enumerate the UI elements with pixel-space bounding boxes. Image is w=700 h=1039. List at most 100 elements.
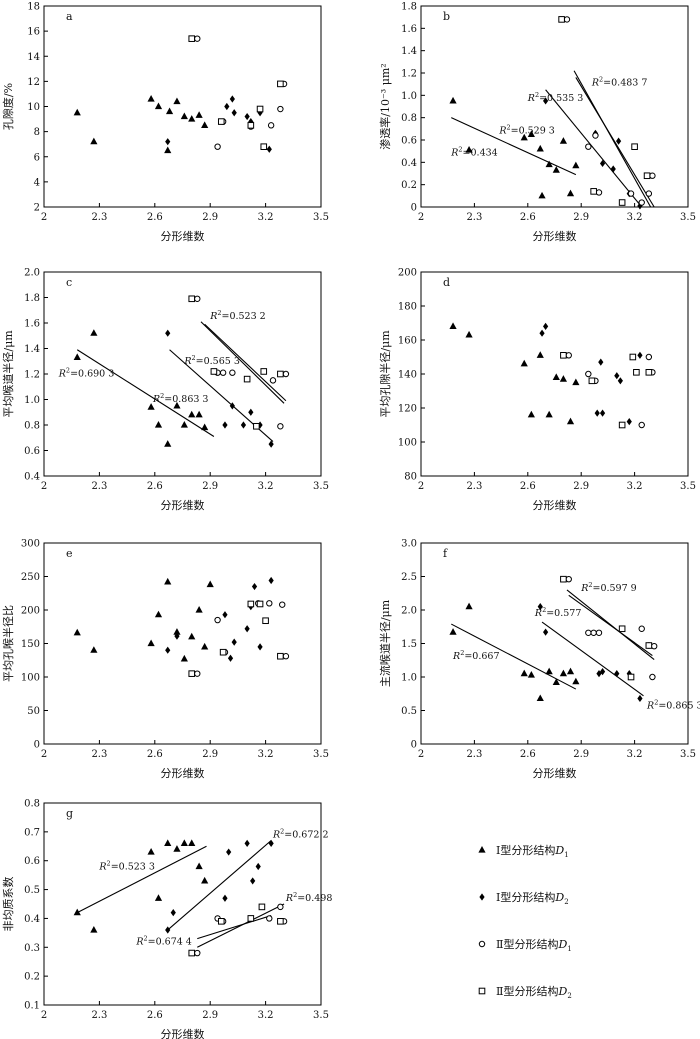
x-tick-label: 2.6 bbox=[147, 481, 163, 492]
data-point-triangle bbox=[188, 839, 196, 846]
data-point-triangle bbox=[572, 677, 580, 685]
y-axis-title: 平均喉道半径/μm bbox=[1, 330, 15, 418]
chart-panel-a: a 2 2.3 2.6 2.9 3.2 3.5 2 4 6 8 10 12 14 16 18 分形维数 孔隙度/% bbox=[1, 2, 329, 244]
y-tick-label: 1.0 bbox=[24, 395, 40, 406]
data-point-diamond bbox=[174, 632, 180, 640]
x-tick-label: 3.5 bbox=[313, 212, 329, 223]
y-tick-label: 10 bbox=[27, 102, 40, 113]
data-point-diamond bbox=[543, 322, 549, 330]
data-point-triangle bbox=[545, 667, 553, 675]
data-point-triangle bbox=[527, 130, 535, 138]
data-point-triangle bbox=[73, 108, 81, 116]
data-point-diamond bbox=[251, 582, 258, 591]
fit-line bbox=[76, 349, 215, 437]
data-point-diamond bbox=[543, 628, 549, 636]
data-point-triangle bbox=[90, 137, 98, 145]
r2-label: R2=0.535 3 bbox=[527, 91, 584, 104]
data-point-square bbox=[188, 295, 196, 303]
y-tick-label: 300 bbox=[21, 539, 40, 550]
data-point-circle bbox=[279, 601, 286, 608]
data-point-triangle bbox=[449, 628, 457, 635]
chart-panel-d: d 2 2.3 2.6 2.9 3.2 3.5 80 100 120 140 160 180 200 分形维… bbox=[378, 268, 696, 513]
data-point-circle bbox=[585, 629, 592, 636]
data-point-circle bbox=[585, 143, 592, 150]
data-point-diamond bbox=[539, 329, 545, 337]
panel-label: a bbox=[66, 10, 73, 23]
chart-panel-g: g 2 2.3 2.6 2.9 3.2 3.5 0.1 0.2 0.3 0.4 0.5 0.6 0.7 0.… bbox=[2, 799, 332, 1039]
data-point-triangle bbox=[201, 423, 209, 431]
data-point-circle bbox=[592, 132, 599, 139]
data-point-triangle bbox=[90, 646, 98, 653]
data-point-square bbox=[618, 625, 626, 633]
data-point-diamond bbox=[615, 137, 622, 145]
data-point-circle bbox=[563, 16, 571, 23]
data-point-triangle bbox=[465, 146, 473, 153]
legend: Ⅰ型分形结构D1 Ⅰ型分形结构D2 Ⅱ型分形结构D1 Ⅱ型分形结构D2 bbox=[478, 843, 572, 1000]
data-point-circle bbox=[595, 629, 603, 636]
data-point-triangle bbox=[147, 848, 155, 855]
data-point-triangle bbox=[572, 161, 580, 169]
y-tick-label: 80 bbox=[404, 472, 417, 483]
data-point-diamond bbox=[268, 839, 274, 847]
data-point-triangle bbox=[559, 137, 567, 144]
y-tick-label: 200 bbox=[398, 268, 417, 279]
y-axis-title: 非均质系数 bbox=[2, 877, 15, 932]
data-point-square bbox=[277, 918, 284, 925]
data-point-circle bbox=[595, 189, 603, 196]
data-point-square bbox=[645, 642, 653, 649]
data-point-square bbox=[188, 670, 196, 677]
data-point-circle bbox=[266, 915, 273, 922]
r2-label: R2=0.690 3 bbox=[58, 367, 115, 380]
data-point-triangle bbox=[90, 329, 98, 336]
data-point-triangle bbox=[536, 351, 544, 358]
y-axis-title: 渗透率/10⁻³ μm² bbox=[378, 63, 392, 149]
r2-label: R2=0.672 2 bbox=[272, 828, 329, 841]
y-tick-label: 0.2 bbox=[24, 972, 40, 983]
y-tick-label: 1.6 bbox=[401, 24, 417, 35]
x-tick-label: 2.6 bbox=[147, 749, 163, 760]
data-point-triangle bbox=[180, 654, 188, 662]
data-point-diamond bbox=[231, 109, 237, 117]
data-point-circle bbox=[194, 295, 201, 302]
data-point-diamond bbox=[231, 638, 237, 646]
x-tick-label: 3.2 bbox=[258, 212, 274, 223]
data-point-square bbox=[247, 915, 255, 922]
y-tick-label: 1.4 bbox=[401, 46, 417, 57]
data-point-circle bbox=[277, 105, 284, 113]
x-axis-title: 分形维数 bbox=[533, 230, 577, 243]
data-point-square bbox=[558, 16, 565, 23]
data-point-circle bbox=[565, 575, 572, 583]
data-point-triangle bbox=[180, 421, 188, 428]
data-point-diamond bbox=[537, 603, 543, 611]
x-tick-label: 2.9 bbox=[573, 749, 589, 760]
x-tick-label: 3.2 bbox=[258, 481, 274, 492]
data-point-triangle bbox=[164, 146, 172, 154]
legend-marker-circle bbox=[478, 940, 486, 948]
x-tick-label: 3.2 bbox=[258, 749, 274, 760]
data-point-circle bbox=[638, 199, 645, 206]
y-tick-label: 1.4 bbox=[24, 344, 40, 355]
data-point-square bbox=[618, 421, 626, 429]
x-tick-label: 2.6 bbox=[147, 212, 163, 223]
y-tick-label: 1.8 bbox=[24, 293, 40, 304]
fit-line bbox=[566, 589, 655, 661]
data-point-diamond bbox=[543, 97, 549, 105]
data-point-triangle bbox=[449, 96, 457, 104]
chart-panel-e: e 2 2.3 2.6 2.9 3.2 3.5 0 50 100 150 200 250 300 分形维数 平… bbox=[1, 539, 329, 781]
x-tick-label: 2.3 bbox=[466, 481, 482, 492]
y-tick-label: 180 bbox=[398, 302, 417, 313]
data-point-triangle bbox=[201, 876, 209, 884]
r2-label: R2=0.529 3 bbox=[498, 123, 555, 136]
plot-frame bbox=[420, 5, 689, 208]
data-point-triangle bbox=[173, 401, 181, 409]
data-point-square bbox=[217, 918, 225, 925]
y-tick-label: 12 bbox=[27, 77, 40, 88]
data-point-circle bbox=[645, 190, 653, 197]
data-point-triangle bbox=[206, 580, 214, 588]
data-point-triangle bbox=[195, 606, 203, 613]
data-point-circle bbox=[627, 190, 635, 197]
data-point-circle bbox=[194, 670, 201, 677]
data-point-square bbox=[643, 172, 651, 180]
y-tick-label: 18 bbox=[27, 2, 40, 13]
legend-marker-square bbox=[478, 987, 486, 995]
